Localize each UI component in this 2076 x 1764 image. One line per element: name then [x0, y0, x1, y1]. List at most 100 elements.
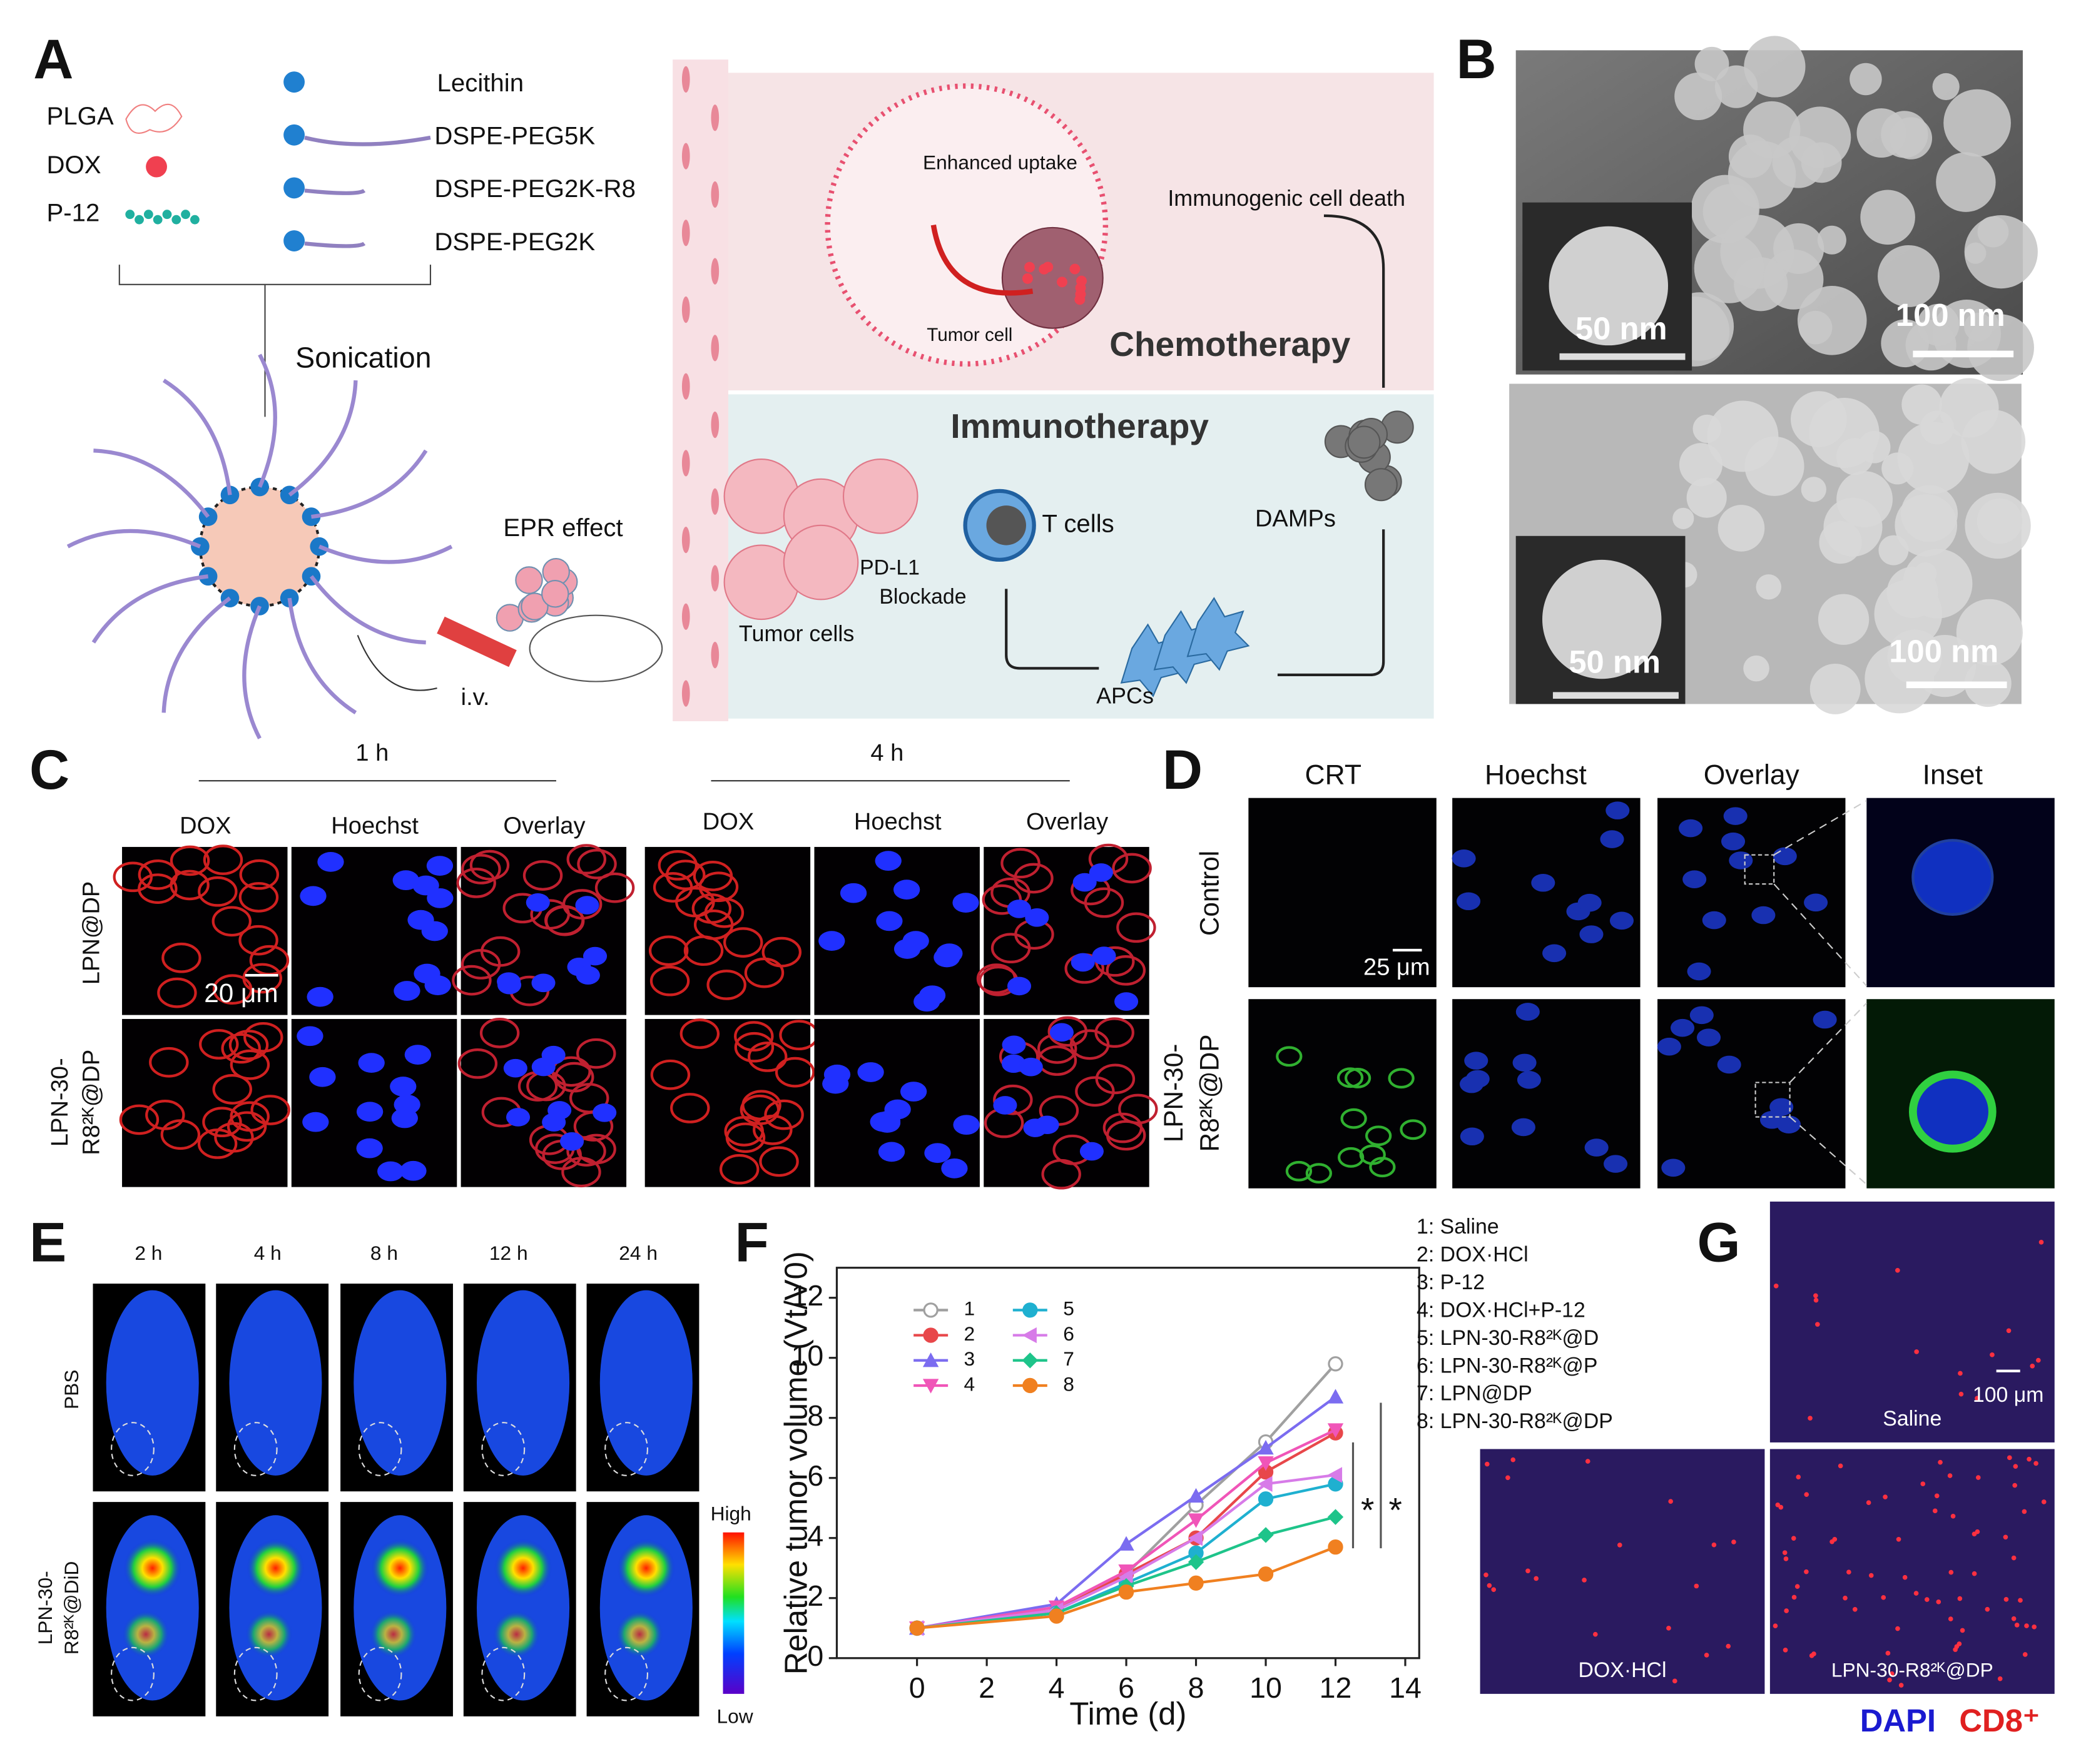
cd8-spot	[1585, 1459, 1590, 1464]
cd8-spot	[1956, 1641, 1962, 1646]
cd8-spot	[1975, 1396, 1980, 1401]
data-point	[1188, 1575, 1204, 1591]
cell	[1579, 925, 1604, 943]
cd8-spot	[1525, 1568, 1530, 1574]
cell	[457, 1048, 498, 1079]
y-axis-label: Relative tumor volume (Vt/V0)	[778, 1251, 813, 1675]
cd8-spot	[1783, 1648, 1788, 1653]
mouse	[529, 614, 663, 682]
cd8-spot	[1997, 1676, 2003, 1681]
panel-label: F	[735, 1211, 769, 1273]
cell	[1670, 1018, 1695, 1037]
nanoparticle-image	[1679, 443, 1723, 487]
cd8-spot	[2007, 1455, 2012, 1461]
dox-dot	[1076, 275, 1087, 286]
nanoparticle-image	[1881, 111, 1928, 158]
time-label: 2 h	[135, 1242, 162, 1264]
x-axis-label: Time (d)	[1069, 1696, 1186, 1731]
y-tick-label: 8	[807, 1399, 823, 1432]
cell	[138, 859, 178, 890]
cell	[404, 1045, 432, 1065]
nucleus	[1002, 1035, 1026, 1055]
cell	[670, 1093, 710, 1123]
cell	[1511, 1118, 1535, 1137]
nucleus	[542, 1113, 566, 1132]
time-label: 8 h	[370, 1242, 398, 1264]
uptake-label: Enhanced uptake	[923, 151, 1077, 174]
peg-chain	[66, 529, 201, 549]
micrograph	[814, 846, 980, 1015]
lipid-label: Lecithin	[437, 69, 524, 97]
cell	[658, 850, 698, 881]
cell	[400, 1160, 427, 1181]
nucleus	[1079, 1142, 1104, 1161]
nanoparticle-image	[1858, 430, 1891, 464]
lipid-label: DSPE-PEG2K	[434, 228, 595, 256]
nanoparticle-image	[1920, 410, 1954, 445]
nucleus	[1035, 1115, 1059, 1135]
cell	[145, 1100, 185, 1130]
scale-bar	[1392, 948, 1422, 952]
cd8-spot	[1783, 1556, 1789, 1561]
nucleus	[1025, 908, 1049, 927]
cell	[734, 1021, 774, 1052]
cycle-arrow	[1005, 529, 1385, 677]
cell	[741, 1090, 781, 1121]
cd8-spot	[2011, 1555, 2017, 1561]
scale-bar	[1906, 681, 2007, 689]
row-label: Control	[1194, 851, 1224, 936]
cell	[1276, 1046, 1303, 1067]
nanoparticle-image	[1823, 497, 1883, 557]
tumor-outline	[481, 1646, 526, 1701]
cd8-spot	[1784, 1608, 1789, 1613]
cell	[594, 872, 635, 903]
p12-icon	[135, 215, 144, 225]
y-tick-label: 10	[791, 1339, 824, 1372]
cell	[469, 849, 510, 881]
cell	[1400, 1119, 1427, 1140]
data-point	[1118, 1564, 1134, 1579]
cell	[1512, 1053, 1537, 1072]
cd8-spot	[2027, 1456, 2032, 1462]
cd8-spot	[2011, 1616, 2017, 1621]
series-line	[917, 1546, 1336, 1630]
data-point	[1188, 1530, 1203, 1546]
icd-arrow	[1323, 214, 1385, 388]
cell	[1094, 1017, 1134, 1048]
row-label: LPN@DP	[79, 881, 105, 985]
x-tick-label: 8	[1188, 1671, 1204, 1704]
tumor-mass	[541, 580, 569, 608]
series-line	[917, 1429, 1336, 1630]
cd8-spot	[1975, 1475, 1981, 1480]
scale-label: 25 μm	[1363, 955, 1430, 981]
icd-label: Immunogenic cell death	[1168, 185, 1405, 211]
endothelial-cell	[711, 565, 720, 592]
cd8-spot	[2022, 1652, 2028, 1657]
group-label: 7: LPN@DP	[1417, 1382, 1532, 1406]
data-point	[1258, 1566, 1274, 1582]
endothelial-cell	[711, 335, 720, 362]
cd8-spot	[1804, 1492, 1809, 1497]
image-label: Saline	[1883, 1407, 1941, 1431]
mouse-body	[229, 1290, 322, 1476]
data-point	[1118, 1584, 1134, 1600]
apc-label: APCs	[1096, 682, 1154, 708]
cd8-spot	[1898, 1683, 1904, 1688]
tumor-outline	[233, 1422, 278, 1476]
cell	[653, 872, 693, 903]
endothelial-cell	[681, 296, 690, 323]
legend-label: 3	[964, 1347, 975, 1370]
cd8-spot	[1948, 1616, 1953, 1621]
cell	[1337, 1147, 1365, 1168]
nanoparticle-image	[1932, 73, 1960, 101]
row-label: R8²ᴷ@DiD	[60, 1561, 83, 1655]
cd8-spot	[1883, 1494, 1888, 1499]
tissue-image	[1769, 1449, 2055, 1694]
cell	[238, 882, 279, 913]
nucleus	[593, 1103, 617, 1122]
y-tick-label: 4	[807, 1519, 823, 1552]
cell	[1773, 847, 1797, 866]
nucleus	[993, 1096, 1017, 1115]
cell	[394, 981, 420, 1001]
